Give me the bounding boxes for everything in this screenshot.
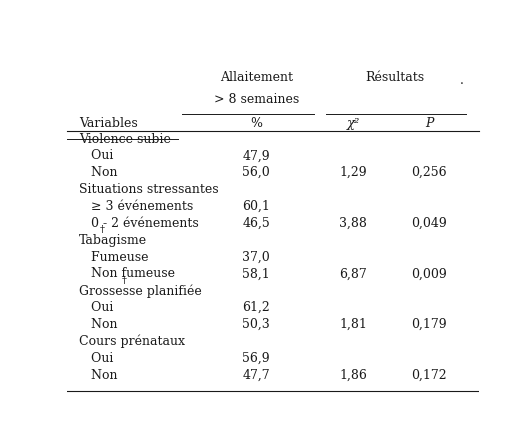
Text: 1,81: 1,81 [339, 318, 367, 331]
Text: ≥ 3 événements: ≥ 3 événements [79, 200, 193, 213]
Text: Violence subie: Violence subie [79, 132, 171, 145]
Text: Non: Non [79, 166, 118, 179]
Text: Grossesse planifiée: Grossesse planifiée [79, 285, 202, 298]
Text: Variables: Variables [79, 117, 138, 130]
Text: .: . [460, 74, 464, 87]
Text: 0,179: 0,179 [412, 318, 447, 331]
Text: 37,0: 37,0 [242, 251, 270, 264]
Text: 47,7: 47,7 [243, 369, 270, 382]
Text: Allaitement: Allaitement [220, 70, 293, 84]
Text: 61,2: 61,2 [242, 301, 270, 314]
Text: 50,3: 50,3 [242, 318, 270, 331]
Text: > 8 semaines: > 8 semaines [213, 93, 299, 106]
Text: 1,29: 1,29 [339, 166, 367, 179]
Text: %: % [250, 117, 262, 130]
Text: Non: Non [79, 369, 118, 382]
Text: 0,009: 0,009 [411, 268, 447, 281]
Text: Non fumeuse: Non fumeuse [79, 268, 175, 281]
Text: 0,172: 0,172 [412, 369, 447, 382]
Text: 60,1: 60,1 [242, 200, 270, 213]
Text: Résultats: Résultats [365, 70, 425, 84]
Text: χ²: χ² [346, 117, 360, 130]
Text: 6,87: 6,87 [339, 268, 367, 281]
Text: 3,88: 3,88 [339, 217, 367, 230]
Text: 58,1: 58,1 [242, 268, 270, 281]
Text: 46,5: 46,5 [242, 217, 270, 230]
Text: Tabagisme: Tabagisme [79, 234, 147, 247]
Text: P: P [425, 117, 434, 130]
Text: Oui: Oui [79, 352, 113, 365]
Text: 47,9: 47,9 [243, 149, 270, 162]
Text: 1,86: 1,86 [339, 369, 367, 382]
Text: Non: Non [79, 318, 118, 331]
Text: Cours prénataux: Cours prénataux [79, 335, 185, 348]
Text: 0 - 2 événements: 0 - 2 événements [79, 217, 198, 230]
Text: Situations stressantes: Situations stressantes [79, 183, 219, 196]
Text: Oui: Oui [79, 149, 113, 162]
Text: 56,9: 56,9 [243, 352, 270, 365]
Text: †: † [122, 276, 127, 285]
Text: Oui: Oui [79, 301, 113, 314]
Text: 0,256: 0,256 [412, 166, 447, 179]
Text: 0,049: 0,049 [411, 217, 447, 230]
Text: Fumeuse: Fumeuse [79, 251, 148, 264]
Text: †: † [99, 225, 104, 234]
Text: 56,0: 56,0 [242, 166, 270, 179]
Text: Grossesse planifiée†: Grossesse planifiée† [79, 285, 207, 298]
Text: Tabagisme†: Tabagisme† [79, 234, 153, 247]
